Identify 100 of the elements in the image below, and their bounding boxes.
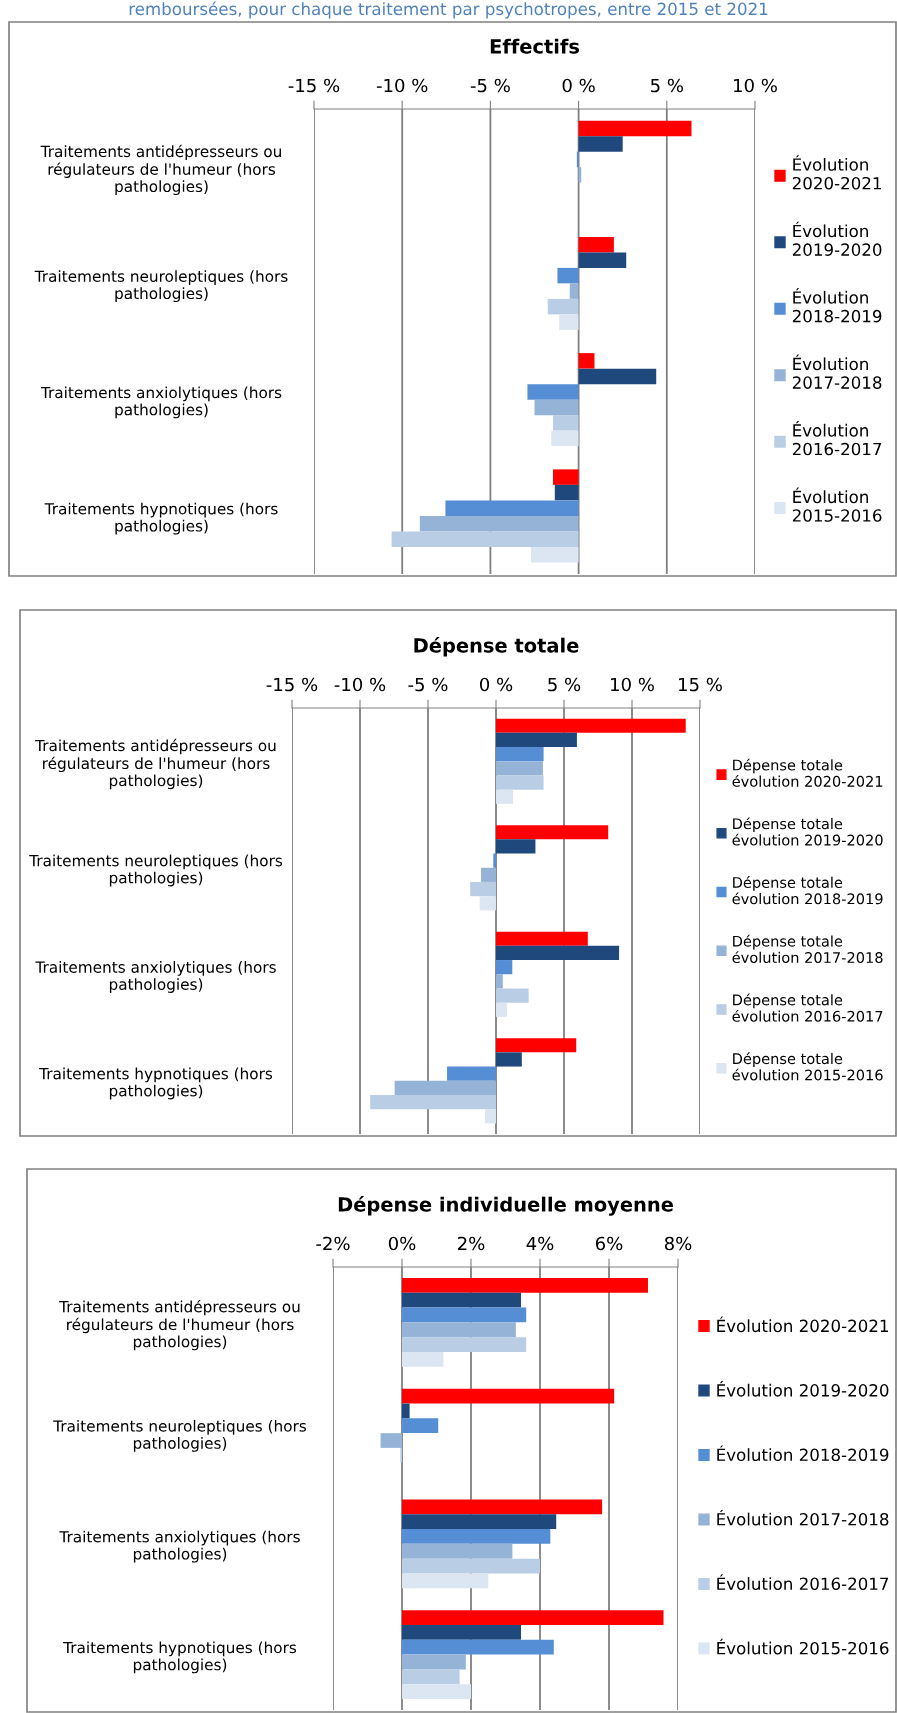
bar <box>551 430 579 447</box>
y-tick-label: Traitements anxiolytiques (hors pathologies) <box>35 961 276 993</box>
x-tick-label: -10 % <box>376 78 428 93</box>
bar <box>496 1052 522 1067</box>
legend-label: Dépense totale évolution 2015-2016 <box>732 1052 883 1081</box>
legend-label: Évolution 2020-2021 <box>717 1316 888 1333</box>
bar <box>445 500 579 516</box>
bar <box>485 1109 496 1124</box>
legend-label: Évolution 2017-2018 <box>717 1509 889 1526</box>
legend-label: Évolution 2018-2019 <box>717 1445 889 1462</box>
bar <box>402 1388 615 1404</box>
x-tick-label: 8% <box>664 1236 692 1251</box>
y-tick-label: Traitements hypnotiques (hors pathologies) <box>39 1067 273 1100</box>
y-tick-label: Traitements hypnotiques (hors pathologies) <box>63 1641 297 1674</box>
bar <box>493 853 496 868</box>
y-tick-label: Traitements antidépresseurs ou régulateurs de l'humeur (hors pathologies) <box>59 1299 300 1351</box>
chart-title: Effectifs <box>490 38 580 54</box>
bar <box>402 1654 466 1670</box>
bar <box>530 546 579 563</box>
x-tick-label: 5 % <box>651 78 683 93</box>
text: remboursées, pour chaque traitement par psychotropes, entre 2015 et 2021 <box>129 1 768 19</box>
bar <box>419 515 579 532</box>
bar <box>402 1337 527 1352</box>
x-tick-label: 10 % <box>611 677 654 692</box>
y-tick-label: Traitements antidépresseurs ou régulateurs de l'humeur (hors pathologies) <box>40 144 281 196</box>
legend-label: Dépense totale évolution 2016-2017 <box>732 993 883 1022</box>
bar <box>496 1038 577 1053</box>
legend-label: Évolution 2015-2016 <box>717 1638 889 1655</box>
bar <box>496 775 544 790</box>
bar <box>402 1322 516 1338</box>
bar <box>496 974 503 989</box>
bar <box>402 1610 664 1626</box>
bar <box>496 931 588 946</box>
bar <box>402 1639 554 1655</box>
bar <box>470 881 496 897</box>
bar <box>569 283 579 299</box>
bar <box>496 718 686 733</box>
legend-label: Dépense totale évolution 2019-2020 <box>732 817 883 846</box>
x-tick-label: -10 % <box>334 677 386 692</box>
bar <box>554 484 579 501</box>
bar <box>402 1351 444 1367</box>
bar <box>402 1499 603 1515</box>
bar <box>402 1543 513 1559</box>
bar <box>578 252 627 268</box>
bar <box>578 136 623 152</box>
bar <box>578 120 692 137</box>
x-tick-label: 0% <box>388 1236 416 1251</box>
y-tick-label: Traitements anxiolytiques (hors pathologies) <box>59 1530 300 1563</box>
bar <box>391 531 579 547</box>
bar <box>547 298 579 315</box>
bar <box>496 988 529 1003</box>
bar <box>402 1573 489 1589</box>
y-tick-label: Traitements anxiolytiques (hors pathologies) <box>40 386 282 419</box>
bar <box>496 761 543 776</box>
legend-label: Évolution 2016-2017 <box>792 421 882 456</box>
x-tick-label: 0 % <box>562 78 595 93</box>
bar <box>553 415 579 431</box>
bar <box>402 1625 522 1640</box>
legend-label: Évolution 2018-2019 <box>792 288 882 323</box>
x-tick-label: 15 % <box>679 677 722 692</box>
bar <box>402 1418 439 1434</box>
bar <box>370 1094 496 1110</box>
legend-label: Évolution 2015-2016 <box>792 487 882 522</box>
bar <box>394 1080 496 1095</box>
legend-label: Évolution 2016-2017 <box>717 1574 889 1591</box>
y-tick-label: Traitements neuroleptiques (hors pathologies) <box>53 1419 307 1452</box>
bar <box>402 1403 410 1419</box>
bar <box>496 960 513 975</box>
bar <box>447 1066 496 1081</box>
x-tick-label: -5 % <box>470 78 510 93</box>
legend-label: Évolution 2019-2020 <box>717 1380 889 1397</box>
bar <box>527 384 579 400</box>
legend-label: Évolution 2017-2018 <box>792 354 882 389</box>
bar <box>553 469 579 485</box>
legend-label: Dépense totale évolution 2020-2021 <box>732 758 883 787</box>
bar <box>402 1558 540 1574</box>
bar <box>402 1292 522 1308</box>
bar <box>496 732 577 748</box>
legend-label: Évolution 2019-2020 <box>792 221 882 256</box>
x-tick-label: -5 % <box>408 677 448 692</box>
bar <box>496 839 536 854</box>
y-tick-label: Traitements neuroleptiques (hors pathologies) <box>34 270 288 303</box>
legend-label: Dépense totale évolution 2017-2018 <box>732 934 883 964</box>
bar <box>402 1278 648 1293</box>
bar <box>402 1669 460 1685</box>
bar <box>559 314 579 330</box>
bar <box>496 1002 507 1017</box>
bar <box>534 399 579 416</box>
x-tick-label: 5 % <box>548 677 581 692</box>
y-tick-label: Traitements antidépresseurs ou régulateurs de l'humeur (hors pathologies) <box>35 738 276 790</box>
legend-label: Évolution 2020-2021 <box>792 155 881 190</box>
x-tick-label: 2% <box>458 1236 485 1251</box>
x-tick-label: 4% <box>526 1236 554 1251</box>
y-tick-label: Traitements neuroleptiques (hors pathologies) <box>29 854 283 887</box>
x-tick-label: -2% <box>316 1236 350 1251</box>
x-tick-label: -15 % <box>266 677 318 692</box>
x-tick-label: 6% <box>595 1236 623 1251</box>
bar <box>496 789 513 804</box>
x-tick-label: 0 % <box>480 677 513 692</box>
bar <box>402 1684 471 1699</box>
